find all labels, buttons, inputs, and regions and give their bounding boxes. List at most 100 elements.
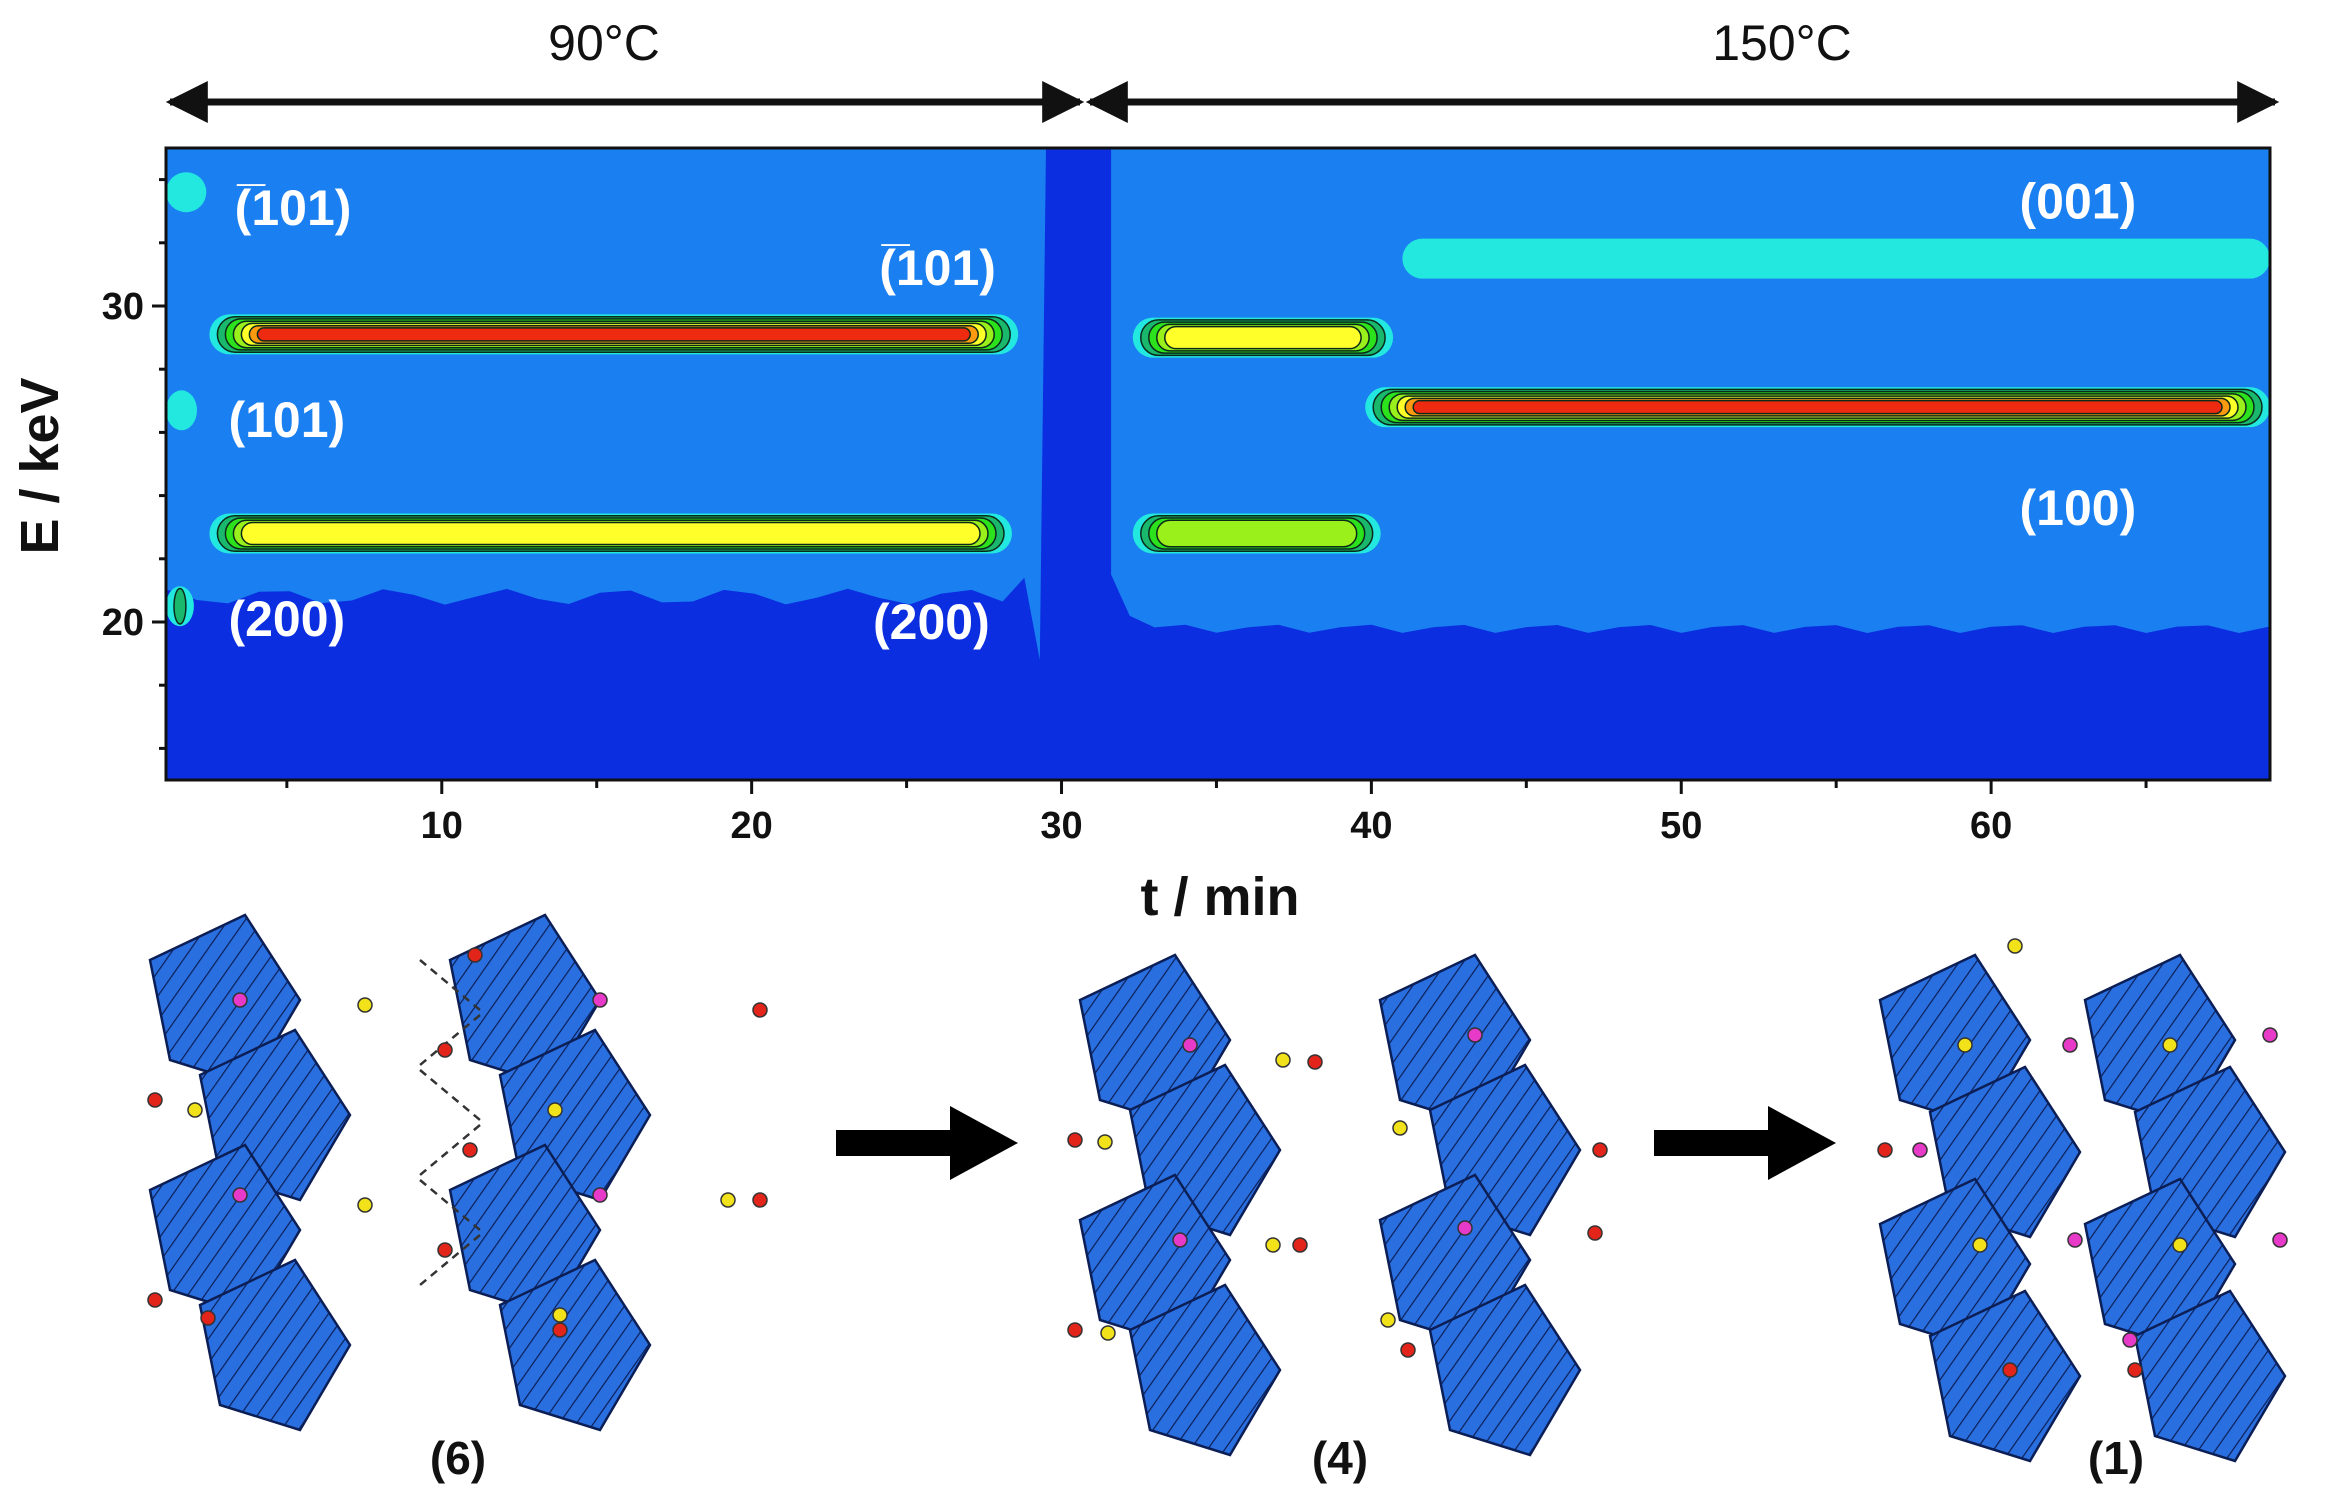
peak-annotations: (̅101) (̅101) (101) (200) (200) (001) (100): [228, 174, 2136, 650]
atom: [1457, 1220, 1473, 1236]
atom: [437, 1242, 453, 1258]
structure-6: [147, 913, 768, 1432]
atom: [1097, 1134, 1113, 1150]
atom: [1587, 1225, 1603, 1241]
atom: [2172, 1237, 2188, 1253]
atom: [1592, 1142, 1608, 1158]
atom: [2062, 1037, 2078, 1053]
atom: [1400, 1342, 1416, 1358]
temp-label-150: 150°C: [1712, 15, 1852, 71]
hydrogen-bond: [419, 1069, 481, 1121]
x-axis-ticks: 10 20 30 40 50 60: [285, 780, 2148, 847]
atom: [2162, 1037, 2178, 1053]
octahedron: [198, 1258, 352, 1432]
atom: [467, 947, 483, 963]
contour-band: [1402, 238, 2270, 279]
atom: [2122, 1332, 2138, 1348]
peak-annotation: (200): [873, 594, 990, 650]
contour-band: [1365, 387, 2270, 428]
atom: [1972, 1237, 1988, 1253]
atom: [1307, 1054, 1323, 1070]
transition-arrows: [836, 1106, 1836, 1180]
atom: [552, 1307, 568, 1323]
atom: [1957, 1037, 1973, 1053]
structure-1: [1877, 938, 2288, 1463]
atom: [547, 1102, 563, 1118]
plot-frame: [164, 146, 2272, 782]
peak-annotation: (̅101): [235, 180, 352, 236]
atom: [2067, 1232, 2083, 1248]
atom: [720, 1192, 736, 1208]
contour-band: [166, 390, 197, 431]
atom: [147, 1092, 163, 1108]
atom: [752, 1192, 768, 1208]
atom: [357, 1197, 373, 1213]
contour-band: [166, 586, 194, 627]
transition-arrow-4-to-1: [1654, 1106, 1836, 1180]
y-tick-label: 20: [102, 602, 144, 644]
atom: [1265, 1237, 1281, 1253]
low-energy-region: [166, 148, 2270, 780]
heatmap-content: [166, 148, 2270, 780]
contour-band: [166, 172, 207, 213]
atom: [1067, 1132, 1083, 1148]
contour-band: [209, 314, 1019, 355]
transition-arrow-6-to-4: [836, 1106, 1018, 1180]
x-tick-label: 40: [1350, 805, 1392, 847]
atom: [2002, 1362, 2018, 1378]
y-axis-label: E / keV: [10, 377, 70, 554]
temperature-bar: 90°C 150°C: [165, 15, 2280, 123]
atom: [1172, 1232, 1188, 1248]
atom: [200, 1310, 216, 1326]
atom: [187, 1102, 203, 1118]
x-tick-label: 10: [421, 805, 463, 847]
atom: [552, 1322, 568, 1338]
crystal-structures: [147, 913, 2288, 1463]
x-axis-label: t / min: [1141, 867, 1300, 927]
peak-annotation: (101): [228, 392, 345, 448]
x-tick-label: 50: [1660, 805, 1702, 847]
atom: [1380, 1312, 1396, 1328]
contour-band: [1132, 513, 1381, 554]
atom: [232, 1187, 248, 1203]
atom: [1467, 1027, 1483, 1043]
atom: [437, 1042, 453, 1058]
atom: [1392, 1120, 1408, 1136]
atom: [1100, 1325, 1116, 1341]
y-tick-label: 30: [102, 286, 144, 328]
peak-annotation: (100): [2020, 480, 2137, 536]
atom: [232, 992, 248, 1008]
atom: [147, 1292, 163, 1308]
atom: [2272, 1232, 2288, 1248]
atom: [1275, 1052, 1291, 1068]
atom: [1912, 1142, 1928, 1158]
temp-label-90: 90°C: [548, 15, 660, 71]
x-tick-label: 60: [1970, 805, 2012, 847]
x-tick-label: 30: [1040, 805, 1082, 847]
octahedron: [498, 1258, 652, 1432]
structure-label-4: (4): [1312, 1432, 1368, 1484]
atom: [2127, 1362, 2143, 1378]
contour-band: [1132, 317, 1394, 358]
octahedron: [1428, 1283, 1582, 1457]
peak-annotation: (200): [228, 591, 345, 647]
octahedron: [1128, 1283, 1282, 1457]
atom: [357, 997, 373, 1013]
atom: [592, 992, 608, 1008]
atom: [2007, 938, 2023, 954]
atom: [1292, 1237, 1308, 1253]
atom: [1877, 1142, 1893, 1158]
x-tick-label: 20: [731, 805, 773, 847]
atom: [592, 1187, 608, 1203]
structure-label-6: (6): [430, 1432, 486, 1484]
atom: [752, 1002, 768, 1018]
atom: [1182, 1037, 1198, 1053]
peak-annotation: (̅101): [879, 240, 996, 296]
atom: [2262, 1027, 2278, 1043]
structure-4: [1067, 953, 1608, 1457]
octahedron: [2133, 1289, 2287, 1463]
octahedron: [1928, 1289, 2082, 1463]
